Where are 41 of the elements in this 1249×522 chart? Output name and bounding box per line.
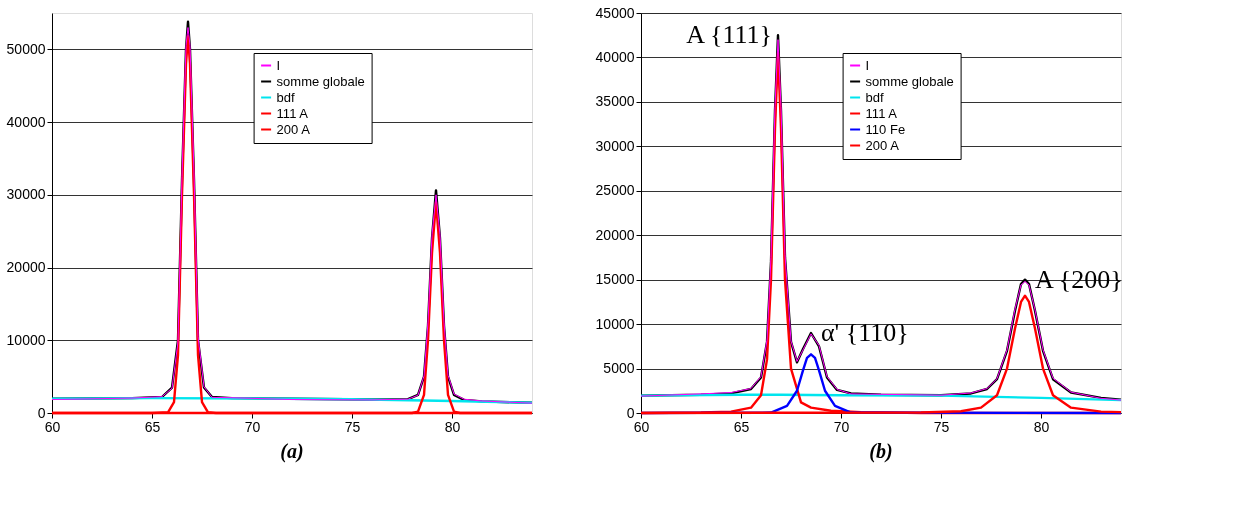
- x-tick-label: 70: [833, 418, 850, 435]
- y-tick-label: 25000: [595, 182, 635, 199]
- x-tick-label: 80: [444, 418, 461, 435]
- legend-label: bdf: [276, 89, 296, 105]
- y-tick-label: 10000: [6, 331, 46, 348]
- x-tick-label: 65: [144, 418, 161, 435]
- y-tick-label: 20000: [595, 226, 635, 243]
- x-tick-label: 70: [244, 418, 261, 435]
- x-tick-label: 75: [344, 418, 361, 435]
- legend-label: I: [276, 57, 281, 73]
- legend-label: 200 A: [865, 137, 900, 153]
- legend-label: somme globale: [865, 73, 954, 89]
- y-tick-label: 40000: [6, 113, 46, 130]
- legend-label: 200 A: [276, 121, 311, 137]
- x-tick-label: 80: [1033, 418, 1050, 435]
- x-tick-label: 60: [633, 418, 650, 435]
- y-tick-label: 20000: [6, 259, 46, 276]
- legend-label: 110 Fe: [865, 121, 906, 137]
- x-tick-label: 65: [733, 418, 750, 435]
- y-tick-label: 35000: [595, 93, 635, 110]
- legend-label: 111 A: [276, 105, 309, 121]
- y-tick-label: 15000: [595, 271, 635, 288]
- x-tick-label: 60: [44, 418, 61, 435]
- annotation: A {111}: [686, 20, 772, 50]
- text: (b): [869, 440, 893, 463]
- y-tick-label: 30000: [595, 137, 635, 154]
- y-tick-label: 40000: [595, 48, 635, 65]
- y-tick-label: 45000: [595, 4, 635, 21]
- text: (a): [280, 440, 304, 463]
- y-tick-label: 10000: [595, 315, 635, 332]
- y-tick-label: 5000: [603, 360, 635, 377]
- y-tick-label: 0: [626, 404, 635, 421]
- annotation: α' {110}: [821, 318, 909, 347]
- y-tick-label: 30000: [6, 186, 46, 203]
- legend-label: 111 A: [865, 105, 898, 121]
- legend-label: I: [865, 57, 870, 73]
- x-tick-label: 75: [933, 418, 950, 435]
- legend-label: somme globale: [276, 73, 365, 89]
- y-tick-label: 0: [37, 404, 46, 421]
- y-tick-label: 50000: [6, 40, 46, 57]
- legend-label: bdf: [865, 89, 885, 105]
